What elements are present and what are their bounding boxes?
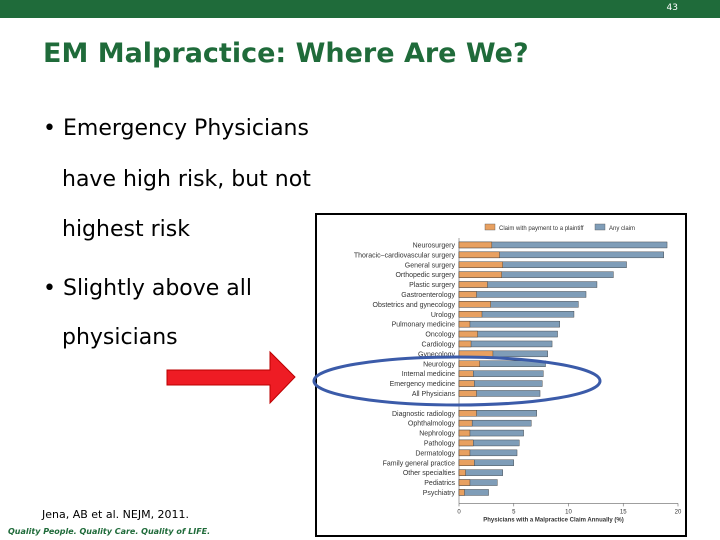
category-label: Other specialties [403, 470, 456, 477]
category-label: Neurology [423, 361, 455, 368]
category-label: Psychiatry [423, 490, 456, 497]
x-tick-label: 20 [675, 509, 682, 515]
bar [458, 281, 488, 288]
bullet: • Emergency Physicians [43, 116, 309, 141]
bar [458, 360, 481, 367]
bar [458, 291, 587, 298]
bar [458, 311, 483, 318]
legend-label: Claim with payment to a plaintiff [499, 226, 584, 232]
category-label: Oncology [425, 332, 455, 339]
x-tick-label: 5 [512, 509, 516, 515]
highlight-ellipse [312, 355, 602, 407]
category-label: All Physicians [412, 391, 456, 398]
bar [458, 479, 471, 486]
bar [458, 340, 553, 348]
bar [458, 489, 465, 496]
bar [458, 439, 474, 447]
category-label: Nephrology [419, 431, 455, 438]
bar [458, 429, 471, 437]
category-label: Plastic surgery [409, 282, 455, 289]
bar [458, 261, 503, 268]
category-label: Emergency medicine [390, 381, 455, 388]
category-label: Pulmonary medicine [392, 322, 456, 329]
x-tick-label: 10 [565, 509, 572, 515]
bullet-text: Slightly above all [62, 276, 252, 301]
category-label: Cardiology [422, 341, 456, 348]
top-bar [0, 0, 720, 18]
bar [458, 301, 491, 308]
category-label: Urology [431, 312, 456, 319]
bar [458, 459, 475, 466]
bar [458, 291, 477, 298]
category-label: Neurosurgery [413, 242, 456, 249]
category-label: Pathology [424, 440, 456, 447]
category-label: Ophthalmology [408, 421, 456, 428]
footer-logo: Quality People. Quality Care. Quality of… [8, 527, 211, 536]
category-label: Family general practice [383, 460, 455, 467]
bar [458, 380, 475, 387]
bullet-text: physicians [62, 325, 178, 350]
legend-swatch [594, 223, 606, 231]
category-label: General surgery [405, 262, 456, 269]
x-tick-label: 0 [457, 509, 461, 515]
bar [458, 390, 477, 397]
x-tick-label: 15 [620, 509, 627, 515]
category-label: Gynecology [418, 351, 455, 358]
category-label: Gastroenterology [401, 292, 455, 299]
legend-label: Any claim [609, 226, 635, 232]
bar [458, 449, 471, 457]
bullet-text: have high risk, but not [62, 167, 311, 192]
bar [458, 469, 466, 476]
legend-swatch [484, 223, 496, 231]
bar [458, 241, 493, 249]
category-label: Orthopedic surgery [395, 272, 455, 279]
category-label: Thoracic–cardiovascular surgery [354, 252, 456, 259]
bar [458, 419, 473, 427]
citation: Jena, AB et al. NEJM, 2011. [42, 508, 190, 521]
bar [458, 330, 478, 338]
x-axis-label: Physicians with a Malpractice Claim Annu… [483, 517, 623, 523]
bullet-text: highest risk [62, 217, 190, 242]
bar [458, 410, 477, 417]
bar [458, 370, 474, 377]
bar [458, 251, 500, 259]
bar [458, 320, 471, 328]
category-label: Internal medicine [402, 371, 455, 378]
bullet-text: Emergency Physicians [62, 116, 309, 141]
category-label: Pediatrics [424, 480, 455, 487]
bar [458, 340, 472, 348]
page-number: 43 [666, 3, 678, 13]
category-label: Obstetrics and gynecology [373, 302, 456, 309]
slide-title: EM Malpractice: Where Are We? [43, 38, 529, 69]
arrow [166, 350, 296, 405]
bullet: • Slightly above all [43, 276, 252, 301]
bar [458, 271, 502, 278]
category-label: Dermatology [415, 450, 455, 457]
category-label: Diagnostic radiology [392, 411, 456, 418]
bar [458, 320, 560, 328]
